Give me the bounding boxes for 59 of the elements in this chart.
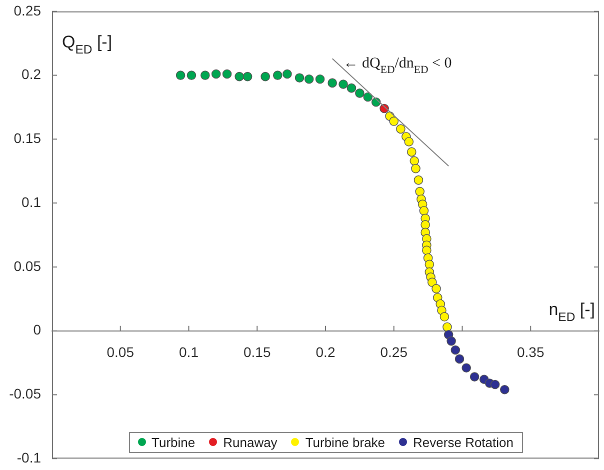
y-tick-label: 0.2: [22, 66, 42, 82]
point: [432, 284, 441, 294]
point: [462, 363, 472, 373]
point: [242, 72, 252, 82]
legend-label: Turbine: [152, 434, 196, 450]
point: [396, 124, 406, 134]
point: [222, 69, 232, 79]
point: [440, 312, 450, 322]
point: [420, 220, 430, 230]
point: [422, 246, 432, 255]
point: [470, 372, 480, 382]
legend-label: Runaway: [223, 434, 278, 450]
point: [490, 380, 500, 390]
y-tick-label: 0.1: [22, 194, 42, 210]
point: [355, 88, 364, 98]
y-tick-label: 0.15: [14, 130, 42, 146]
point: [411, 164, 420, 174]
point: [389, 116, 399, 126]
point: [282, 69, 292, 79]
x-tick-label: 0.1: [179, 344, 199, 360]
point: [186, 70, 196, 80]
point: [211, 69, 221, 79]
point: [328, 78, 337, 88]
point: [346, 83, 356, 93]
point: [200, 70, 210, 80]
point: [424, 260, 434, 270]
x-tick-label: 0.05: [106, 344, 134, 360]
point: [450, 345, 460, 355]
y-tick-label: 0: [33, 322, 42, 338]
x-tick-label: 0.2: [316, 344, 336, 360]
point: [234, 72, 244, 82]
point: [415, 186, 425, 196]
x-tick-label: 0.25: [380, 344, 408, 360]
point: [294, 73, 304, 82]
point: [410, 156, 420, 166]
legend-label: Turbine brake: [305, 434, 386, 450]
point: [363, 92, 373, 102]
point: [272, 70, 282, 80]
point: [500, 384, 510, 394]
y-tick-label: 0.25: [14, 2, 42, 18]
point: [176, 70, 186, 80]
point: [446, 336, 456, 346]
point: [304, 74, 314, 84]
legend-label: Reverse Rotation: [413, 434, 514, 450]
point: [315, 74, 325, 84]
point: [454, 354, 464, 364]
x-tick-label: 0.15: [244, 344, 271, 360]
y-tick-label: 0.05: [14, 258, 42, 274]
y-tick-label: -0.1: [16, 449, 42, 466]
point: [419, 206, 429, 216]
x-tick-label: 0.35: [517, 344, 544, 360]
point: [407, 147, 416, 157]
point: [260, 72, 270, 82]
point: [404, 137, 414, 146]
point: [428, 278, 437, 287]
y-tick-label: -0.05: [9, 386, 42, 402]
point: [414, 175, 424, 185]
point: [338, 80, 348, 89]
point: [442, 322, 452, 332]
